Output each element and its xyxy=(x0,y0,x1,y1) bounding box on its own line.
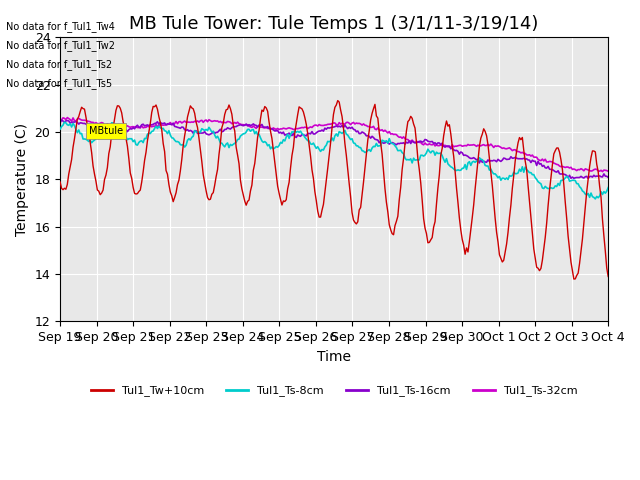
Y-axis label: Temperature (C): Temperature (C) xyxy=(15,123,29,236)
Text: No data for f_Tul1_Tw4: No data for f_Tul1_Tw4 xyxy=(6,21,115,32)
Text: No data for f_Tul1_Ts5: No data for f_Tul1_Ts5 xyxy=(6,78,113,89)
Text: No data for f_Tul1_Tw2: No data for f_Tul1_Tw2 xyxy=(6,40,115,51)
Legend: Tul1_Tw+10cm, Tul1_Ts-8cm, Tul1_Ts-16cm, Tul1_Ts-32cm: Tul1_Tw+10cm, Tul1_Ts-8cm, Tul1_Ts-16cm,… xyxy=(86,381,582,401)
Text: No data for f_Tul1_Ts2: No data for f_Tul1_Ts2 xyxy=(6,59,113,70)
Title: MB Tule Tower: Tule Temps 1 (3/1/11-3/19/14): MB Tule Tower: Tule Temps 1 (3/1/11-3/19… xyxy=(129,15,539,33)
Text: MBtule: MBtule xyxy=(90,126,124,136)
X-axis label: Time: Time xyxy=(317,349,351,363)
